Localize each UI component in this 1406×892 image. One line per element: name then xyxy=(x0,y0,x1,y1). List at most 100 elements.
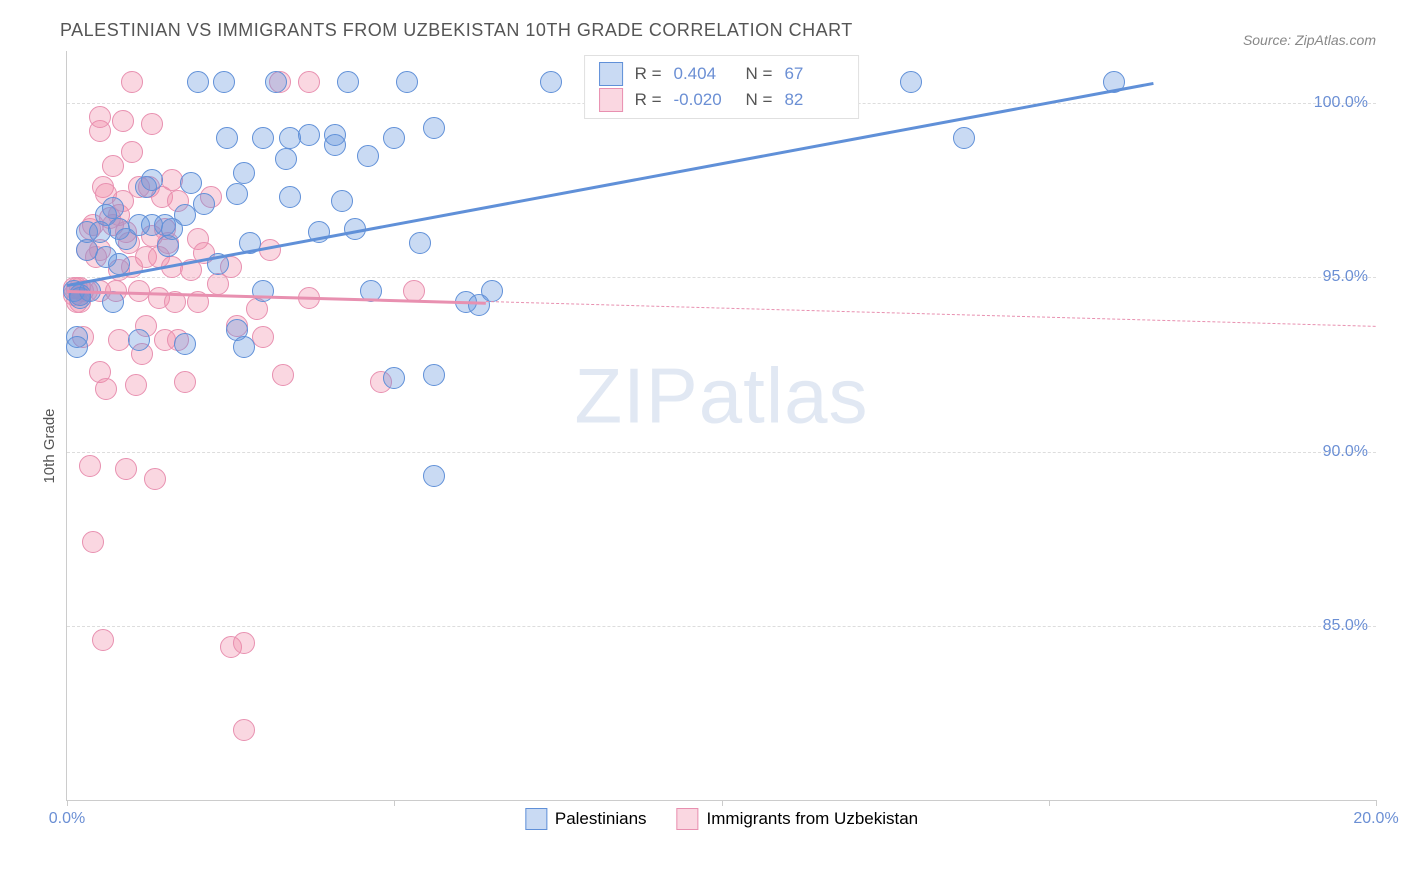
data-point xyxy=(174,333,196,355)
plot-area: ZIPatlas R = 0.404 N = 67 R = -0.020 N =… xyxy=(66,51,1376,801)
data-point xyxy=(187,71,209,93)
x-tick-label: 20.0% xyxy=(1353,810,1398,828)
data-point xyxy=(102,291,124,313)
source-label: Source: ZipAtlas.com xyxy=(1243,32,1376,48)
data-point xyxy=(102,155,124,177)
data-point xyxy=(144,468,166,490)
gridline xyxy=(67,452,1376,453)
data-point xyxy=(383,127,405,149)
n-label: N = xyxy=(746,64,773,84)
r-label: R = xyxy=(635,90,662,110)
data-point xyxy=(161,169,183,191)
gridline xyxy=(67,626,1376,627)
data-point xyxy=(213,71,235,93)
y-tick-label: 100.0% xyxy=(1314,94,1368,112)
data-point xyxy=(180,172,202,194)
data-point xyxy=(141,169,163,191)
n-value-2: 82 xyxy=(784,90,844,110)
data-point xyxy=(226,183,248,205)
x-tick-label: 0.0% xyxy=(49,810,85,828)
r-value-2: -0.020 xyxy=(674,90,734,110)
swatch-icon xyxy=(677,808,699,830)
legend-row-series-1: R = 0.404 N = 67 xyxy=(599,62,845,86)
data-point xyxy=(95,378,117,400)
data-point xyxy=(265,71,287,93)
data-point xyxy=(92,629,114,651)
series-legend: Palestinians Immigrants from Uzbekistan xyxy=(525,808,918,830)
data-point xyxy=(279,186,301,208)
swatch-icon xyxy=(525,808,547,830)
data-point xyxy=(298,124,320,146)
data-point xyxy=(357,145,379,167)
x-tick xyxy=(1049,800,1050,806)
y-tick-label: 85.0% xyxy=(1323,617,1368,635)
data-point xyxy=(121,71,143,93)
data-point xyxy=(331,190,353,212)
data-point xyxy=(174,204,196,226)
chart-title: PALESTINIAN VS IMMIGRANTS FROM UZBEKISTA… xyxy=(60,20,1376,41)
data-point xyxy=(423,465,445,487)
swatch-icon xyxy=(599,88,623,112)
n-label: N = xyxy=(746,90,773,110)
y-tick-label: 90.0% xyxy=(1323,443,1368,461)
data-point xyxy=(409,232,431,254)
legend-label-1: Palestinians xyxy=(555,809,647,829)
data-point xyxy=(125,374,147,396)
data-point xyxy=(233,632,255,654)
data-point xyxy=(128,329,150,351)
data-point xyxy=(252,280,274,302)
y-tick-label: 95.0% xyxy=(1323,268,1368,286)
data-point xyxy=(233,336,255,358)
data-point xyxy=(79,455,101,477)
data-point xyxy=(82,531,104,553)
data-point xyxy=(233,719,255,741)
data-point xyxy=(193,193,215,215)
data-point xyxy=(423,364,445,386)
data-point xyxy=(141,113,163,135)
data-point xyxy=(121,141,143,163)
x-tick xyxy=(394,800,395,806)
data-point xyxy=(108,253,130,275)
x-tick xyxy=(1376,800,1377,806)
chart-area: 10th Grade ZIPatlas R = 0.404 N = 67 R =… xyxy=(60,51,1376,841)
data-point xyxy=(275,148,297,170)
correlation-legend: R = 0.404 N = 67 R = -0.020 N = 82 xyxy=(584,55,860,119)
data-point xyxy=(66,336,88,358)
swatch-icon xyxy=(599,62,623,86)
data-point xyxy=(102,197,124,219)
r-value-1: 0.404 xyxy=(674,64,734,84)
data-point xyxy=(279,127,301,149)
data-point xyxy=(252,326,274,348)
data-point xyxy=(112,110,134,132)
x-tick xyxy=(67,800,68,806)
chart-container: PALESTINIAN VS IMMIGRANTS FROM UZBEKISTA… xyxy=(0,0,1406,892)
n-value-1: 67 xyxy=(784,64,844,84)
watermark: ZIPatlas xyxy=(574,350,868,441)
legend-label-2: Immigrants from Uzbekistan xyxy=(707,809,919,829)
data-point xyxy=(423,117,445,139)
data-point xyxy=(953,127,975,149)
data-point xyxy=(272,364,294,386)
data-point xyxy=(383,367,405,389)
x-tick xyxy=(722,800,723,806)
data-point xyxy=(174,371,196,393)
legend-row-series-2: R = -0.020 N = 82 xyxy=(599,88,845,112)
data-point xyxy=(324,124,346,146)
data-point xyxy=(540,71,562,93)
legend-item-2: Immigrants from Uzbekistan xyxy=(677,808,919,830)
data-point xyxy=(396,71,418,93)
data-point xyxy=(89,106,111,128)
y-axis-label: 10th Grade xyxy=(41,408,58,483)
data-point xyxy=(216,127,238,149)
data-point xyxy=(337,71,359,93)
data-point xyxy=(900,71,922,93)
trend-line xyxy=(486,301,1376,327)
legend-item-1: Palestinians xyxy=(525,808,647,830)
data-point xyxy=(252,127,274,149)
gridline xyxy=(67,277,1376,278)
r-label: R = xyxy=(635,64,662,84)
data-point xyxy=(115,458,137,480)
data-point xyxy=(233,162,255,184)
data-point xyxy=(298,71,320,93)
data-point xyxy=(481,280,503,302)
